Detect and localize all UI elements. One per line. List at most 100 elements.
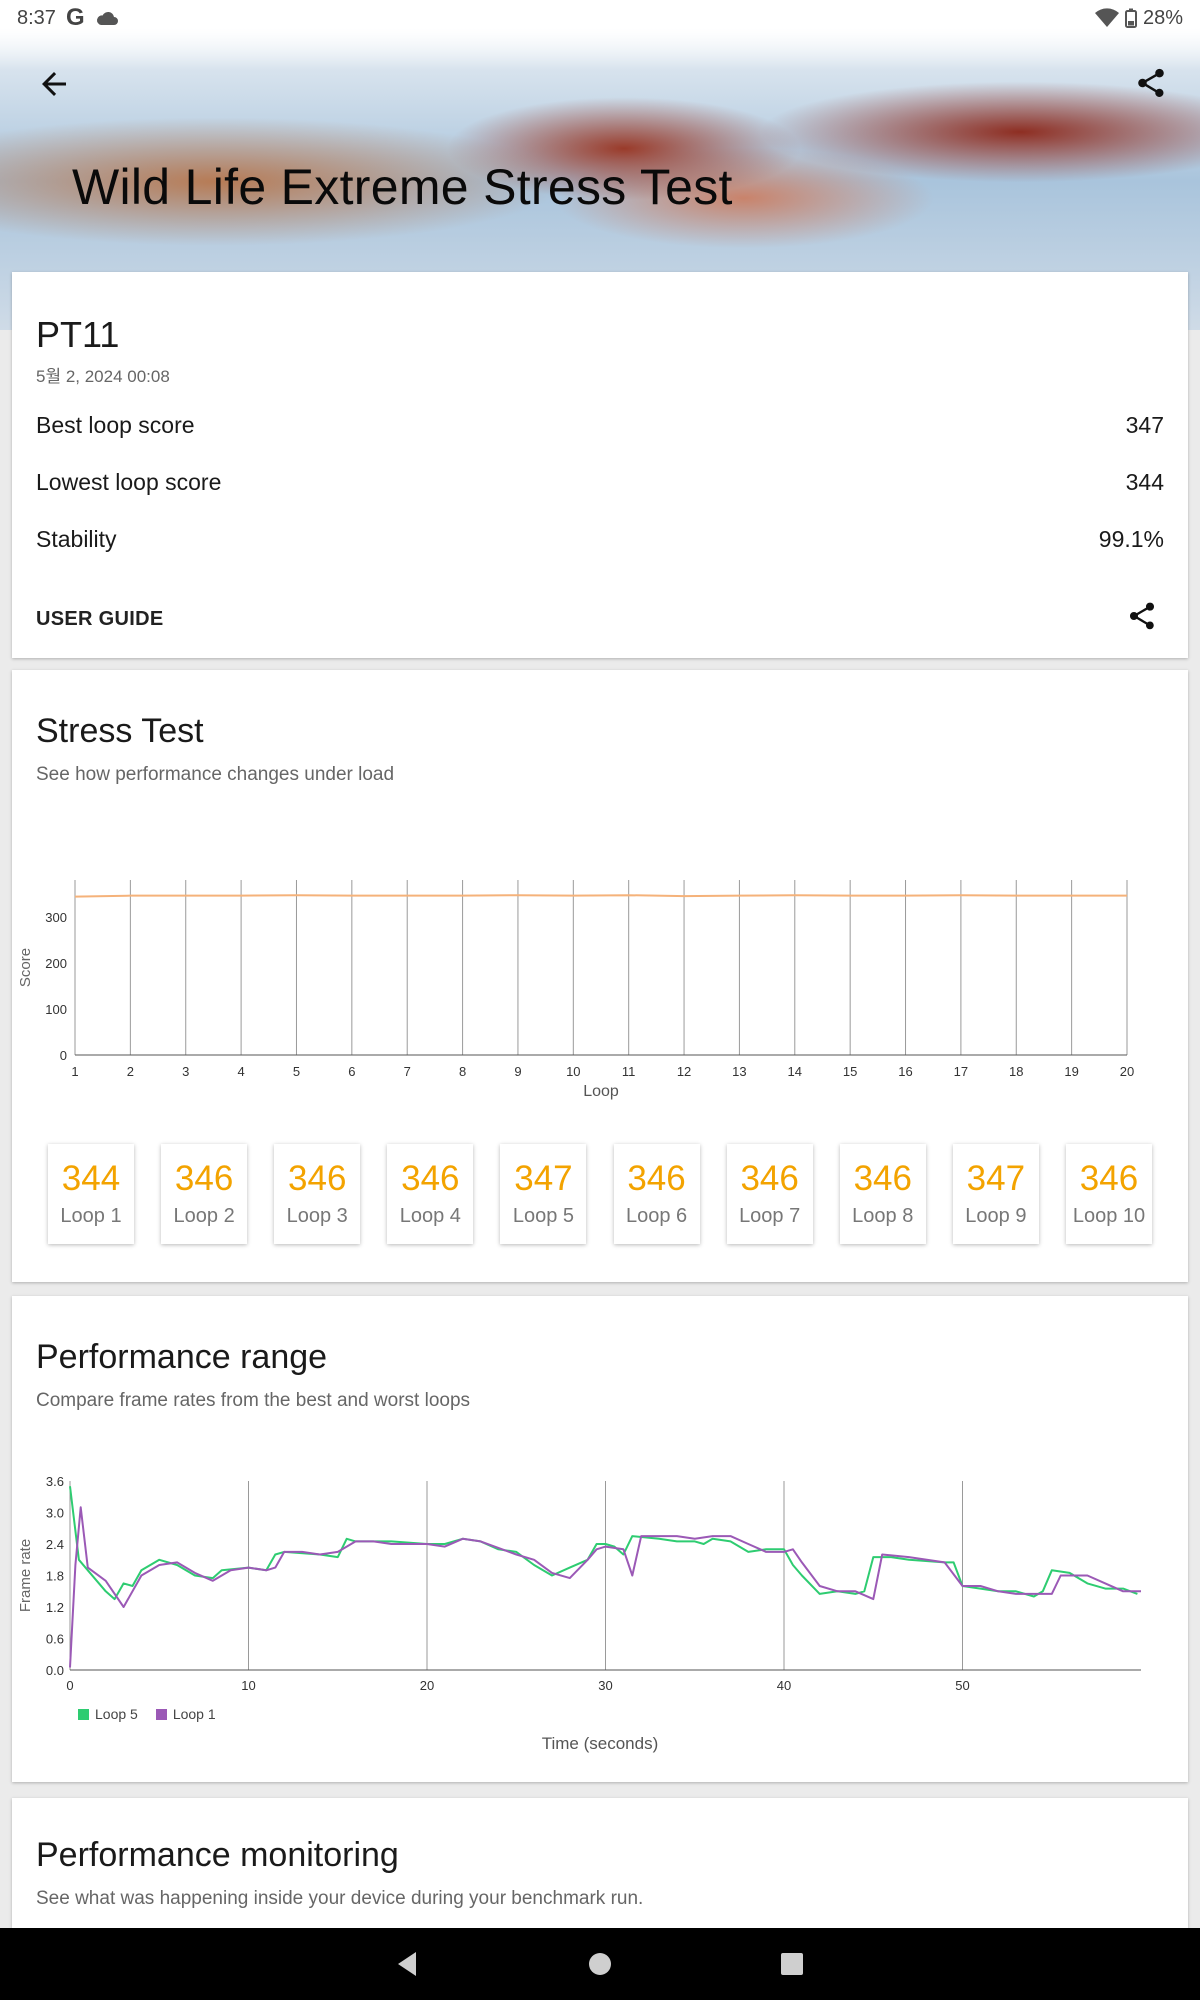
section-title: Stress Test	[36, 712, 204, 750]
x-tick-label: 6	[348, 1064, 355, 1079]
loop-label: Loop 6	[625, 1204, 688, 1227]
frame-rate-chart: 0 10 20 30 40 50 0.0 0.6 1.2 1.8 2.4 3.0 3.6 Frame ra…	[17, 1474, 1141, 1693]
x-tick-label: 0	[66, 1678, 73, 1693]
section-title: Performance range	[36, 1338, 328, 1376]
x-tick-label: 12	[677, 1064, 691, 1079]
loop-tile-8[interactable]: 346 Loop 8	[839, 1144, 926, 1244]
status-time: 8:37	[17, 6, 56, 29]
loop-label: Loop 7	[739, 1204, 801, 1227]
y-tick-label: 200	[45, 956, 67, 971]
section-subtitle: See how performance changes under load	[36, 764, 395, 785]
x-tick-label: 17	[954, 1064, 968, 1079]
loop-tile-3[interactable]: 346 Loop 3	[274, 1144, 361, 1244]
stress-test-card: Stress Test See how performance changes …	[12, 670, 1188, 1282]
wifi-icon	[1094, 8, 1119, 27]
stat-value: 347	[1125, 412, 1164, 438]
x-tick-label: 14	[788, 1064, 802, 1079]
x-tick-label: 3	[182, 1064, 189, 1079]
loop-tile-5[interactable]: 347 Loop 5	[500, 1144, 587, 1244]
section-subtitle: See what was happening inside your devic…	[36, 1888, 644, 1909]
stat-row-stability: Stability 99.1%	[36, 526, 1164, 553]
loop-score: 344	[61, 1159, 121, 1199]
battery-percent: 28%	[1142, 6, 1183, 29]
series-line-loop-1	[69, 1506, 1141, 1668]
page-title: Wild Life Extreme Stress Test	[72, 159, 733, 215]
y-tick-label: 3.6	[46, 1474, 64, 1489]
section-subtitle: Compare frame rates from the best and wo…	[36, 1390, 471, 1411]
score-series-line	[74, 894, 1127, 898]
loop-label: Loop 1	[60, 1204, 122, 1227]
loop-score: 346	[627, 1159, 686, 1199]
y-tick-label: 0.6	[46, 1632, 64, 1647]
run-date: 5월 2, 2024 00:08	[36, 367, 170, 386]
share-icon[interactable]	[1126, 600, 1158, 632]
device-name: PT11	[36, 314, 120, 355]
series-line-loop-5	[69, 1486, 1138, 1601]
x-tick-label: 50	[955, 1678, 969, 1693]
loop-tile-10[interactable]: 346 Loop 10	[1065, 1144, 1152, 1244]
loop-label: Loop 8	[852, 1204, 914, 1227]
back-arrow-icon[interactable]	[36, 66, 72, 102]
loop-score: 346	[740, 1159, 799, 1199]
stat-label: Best loop score	[36, 412, 195, 438]
x-tick-label: 4	[237, 1064, 244, 1079]
stress-test-chart: 1 2 3 4 5 6 7 8 9 10 11 12 13 14 15 16 17 18 19 20010020030…	[17, 880, 1134, 1100]
nav-recents-icon[interactable]	[776, 1948, 808, 1980]
stat-value: 99.1%	[1098, 526, 1164, 552]
x-axis-title: Time (seconds)	[541, 1734, 659, 1753]
x-tick-label: 10	[241, 1678, 255, 1693]
x-tick-label: 13	[732, 1064, 746, 1079]
loop-tile-9[interactable]: 347 Loop 9	[952, 1144, 1039, 1244]
loop-tile-6[interactable]: 346 Loop 6	[613, 1144, 700, 1244]
y-tick-label: 1.2	[46, 1600, 64, 1615]
loop-score: 346	[1079, 1159, 1139, 1199]
loop-label: Loop 3	[286, 1204, 348, 1227]
stat-value: 344	[1125, 469, 1164, 495]
y-tick-label: 0.0	[46, 1663, 64, 1678]
y-axis-title: Score	[17, 948, 34, 987]
google-icon: G	[65, 4, 85, 31]
loop-score: 346	[174, 1159, 234, 1199]
x-tick-label: 7	[404, 1064, 411, 1079]
performance-range-card: Performance range Compare frame rates fr…	[12, 1296, 1188, 1782]
loop-tile-2[interactable]: 346 Loop 2	[161, 1144, 248, 1244]
navigation-bar	[0, 1928, 1200, 2000]
x-tick-label: 40	[777, 1678, 791, 1693]
x-axis-title: Loop	[583, 1083, 619, 1100]
loop-tile-7[interactable]: 346 Loop 7	[726, 1144, 813, 1244]
x-tick-label: 10	[566, 1064, 580, 1079]
share-icon[interactable]	[1134, 66, 1168, 100]
nav-home-icon[interactable]	[584, 1948, 616, 1980]
legend-item: Loop 1	[155, 1706, 216, 1722]
legend-item: Loop 5	[78, 1706, 138, 1722]
battery-icon	[1124, 8, 1137, 28]
legend-swatch	[78, 1708, 89, 1720]
x-tick-label: 1	[71, 1064, 78, 1079]
legend-label: Loop 1	[172, 1706, 216, 1722]
loop-label: Loop 2	[173, 1204, 235, 1227]
loop-score: 346	[853, 1159, 912, 1199]
stat-label: Stability	[36, 526, 117, 552]
section-title: Performance monitoring	[36, 1836, 399, 1874]
x-tick-label: 9	[514, 1064, 521, 1079]
y-tick-label: 300	[45, 910, 67, 925]
y-tick-label: 100	[45, 1002, 67, 1017]
y-tick-label: 0	[60, 1048, 67, 1063]
loop-tile-1[interactable]: 344 Loop 1	[48, 1144, 134, 1244]
x-tick-label: 19	[1064, 1064, 1078, 1079]
x-tick-label: 8	[459, 1064, 466, 1079]
legend-label: Loop 5	[95, 1706, 138, 1722]
loop-tile-4[interactable]: 346 Loop 4	[387, 1144, 474, 1244]
loop-score: 346	[401, 1159, 460, 1199]
nav-back-icon[interactable]	[392, 1948, 424, 1980]
x-tick-label: 5	[293, 1064, 300, 1079]
stat-row-best: Best loop score 347	[36, 412, 1164, 439]
stat-label: Lowest loop score	[36, 469, 222, 495]
result-card: PT11 5월 2, 2024 00:08 Best loop score 34…	[12, 272, 1188, 658]
y-tick-label: 1.8	[46, 1569, 64, 1584]
x-tick-label: 11	[622, 1064, 636, 1079]
loop-label: Loop 10	[1072, 1204, 1146, 1227]
status-bar: 8:37 G 28%	[0, 0, 1200, 36]
loop-label: Loop 5	[512, 1204, 575, 1227]
user-guide-button[interactable]: USER GUIDE	[36, 608, 164, 630]
